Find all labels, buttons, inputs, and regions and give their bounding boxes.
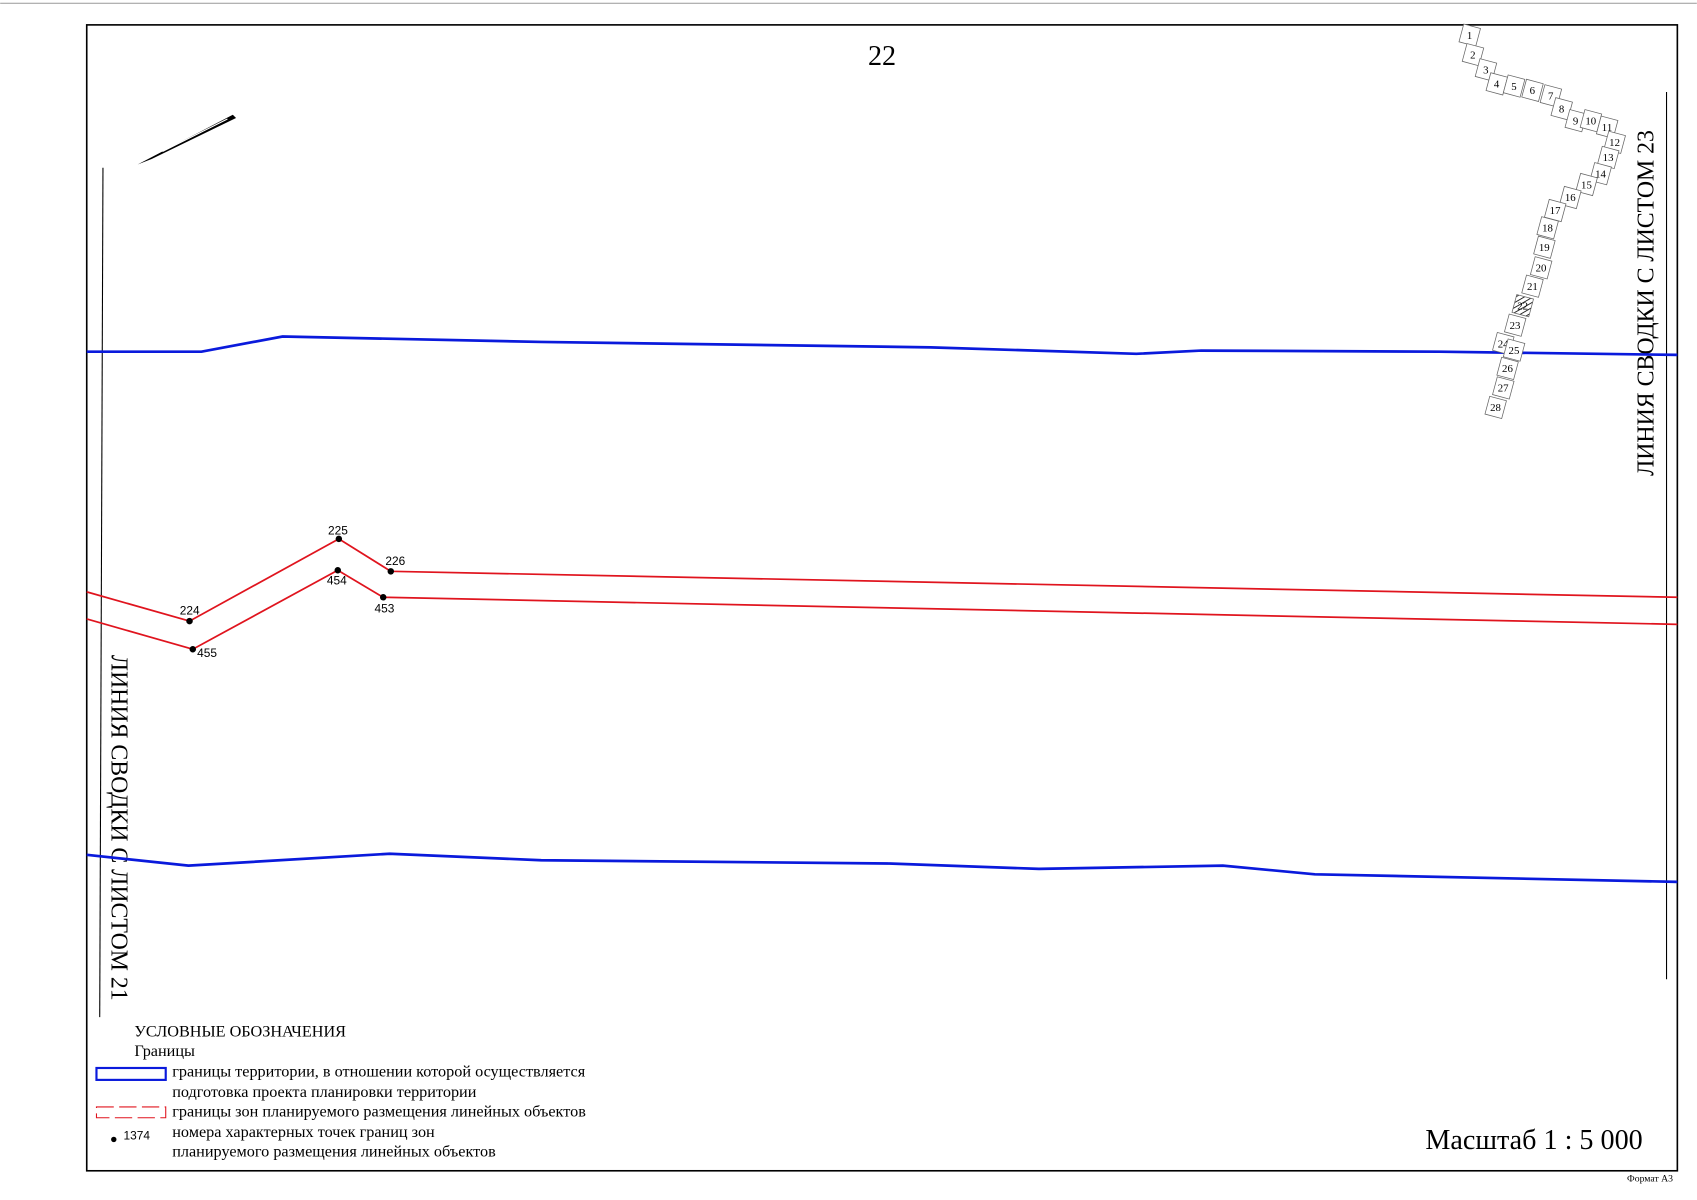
index-cell (1529, 256, 1553, 280)
point-label: 225 (328, 524, 348, 538)
index-label: 6 (1530, 85, 1536, 97)
legend-swatch (95, 1066, 167, 1081)
index-label: 3 (1483, 65, 1488, 77)
index-label: 14 (1595, 168, 1606, 180)
index-label: 7 (1548, 91, 1554, 103)
point-label: 224 (180, 604, 200, 618)
index-label: 16 (1565, 192, 1576, 204)
point-label: 226 (385, 554, 405, 568)
index-label: 9 (1573, 115, 1578, 127)
left-label-group: ЛИНИЯ СВОДКИ С ЛИСТОМ 21 (106, 655, 132, 1001)
legend-point (111, 1136, 117, 1143)
index-cell (1575, 172, 1598, 197)
point (334, 566, 342, 574)
index-label: 5 (1511, 81, 1516, 93)
point (189, 645, 197, 653)
territory-boundary (86, 335, 1678, 357)
frame (85, 24, 1679, 1172)
legend-title: УСЛОВНЫЕ ОБОЗНАЧЕНИЯ (134, 1023, 346, 1041)
side-label: ЛИНИЯ СВОДКИ С ЛИСТОМ 21 (106, 655, 132, 1001)
join-line-left (99, 167, 104, 1018)
point (387, 568, 395, 575)
scale: Масштаб 1 : 5 000 (1425, 1125, 1642, 1156)
index-label: 19 (1539, 242, 1550, 254)
index-cell (1511, 294, 1534, 318)
index-label: 27 (1498, 383, 1509, 395)
right-label-group: ЛИНИЯ СВОДКИ С ЛИСТОМ 23 (1634, 130, 1660, 476)
index-label: 12 (1609, 137, 1620, 149)
legend-text: планируемого размещения линейных объекто… (172, 1143, 496, 1161)
index-label: 22 (1517, 300, 1528, 312)
index-cell (1521, 274, 1544, 298)
index-cell (1503, 313, 1527, 337)
point-label: 453 (375, 601, 395, 615)
format: Формат А3 (1627, 1174, 1673, 1185)
legend-swatch (95, 1106, 167, 1119)
index-label: 8 (1559, 104, 1564, 116)
point-label: 455 (197, 646, 217, 660)
index-cell (1492, 376, 1515, 400)
territory-boundary (86, 852, 1678, 884)
index-cell (1502, 74, 1526, 98)
legend: УСЛОВНЫЕ ОБОЗНАЧЕНИЯ Границы границы тер… (95, 1023, 586, 1161)
legend-group: Границы (134, 1042, 195, 1060)
index-label: 2 (1470, 49, 1475, 61)
legend-text: границы территории, в отношении которой … (172, 1063, 586, 1081)
index-label: 13 (1603, 152, 1614, 164)
side-label: ЛИНИЯ СВОДКИ С ЛИСТОМ 23 (1634, 130, 1660, 476)
index-cell (1484, 395, 1507, 420)
index-label: 20 (1536, 263, 1547, 275)
index-cell (1536, 216, 1559, 240)
index-cell (1496, 356, 1519, 381)
index-label: 11 (1602, 122, 1612, 134)
north-arrow (137, 114, 237, 165)
legend-text: границы зон планируемого размещения лине… (172, 1103, 586, 1121)
index-cell (1502, 338, 1526, 362)
point-label: 454 (327, 573, 347, 587)
point (186, 617, 193, 625)
index-label: 18 (1542, 223, 1553, 235)
legend-text: подготовка проекта планировки территории (172, 1083, 477, 1101)
index-label: 25 (1509, 345, 1520, 357)
legend-point-label: 1374 (124, 1128, 151, 1142)
sheet-number: 22 (868, 41, 896, 72)
index-cell (1559, 185, 1582, 210)
index-label: 21 (1527, 281, 1538, 293)
legend-text: номера характерных точек границ зон (172, 1123, 435, 1141)
point (335, 535, 343, 543)
index-label: 26 (1502, 363, 1513, 375)
index-label: 28 (1490, 402, 1501, 414)
index-cell (1461, 43, 1485, 67)
index-label: 4 (1494, 79, 1500, 91)
index-cell (1533, 235, 1556, 259)
index-cell (1521, 78, 1544, 102)
index-label: 10 (1585, 115, 1596, 127)
index-label: 17 (1550, 205, 1561, 217)
index-label: 15 (1581, 179, 1592, 191)
point (379, 594, 387, 601)
points: 224 225 226 453 454 455 (180, 524, 406, 660)
index-label: 23 (1510, 320, 1521, 332)
index-label: 1 (1467, 30, 1472, 42)
index-label: 24 (1498, 338, 1509, 350)
